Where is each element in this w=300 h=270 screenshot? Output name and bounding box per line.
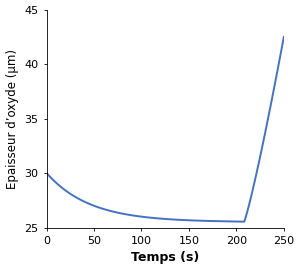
X-axis label: Temps (s): Temps (s)	[131, 251, 200, 264]
Y-axis label: Epaisseur d’oxyde (µm): Epaisseur d’oxyde (µm)	[6, 49, 19, 188]
